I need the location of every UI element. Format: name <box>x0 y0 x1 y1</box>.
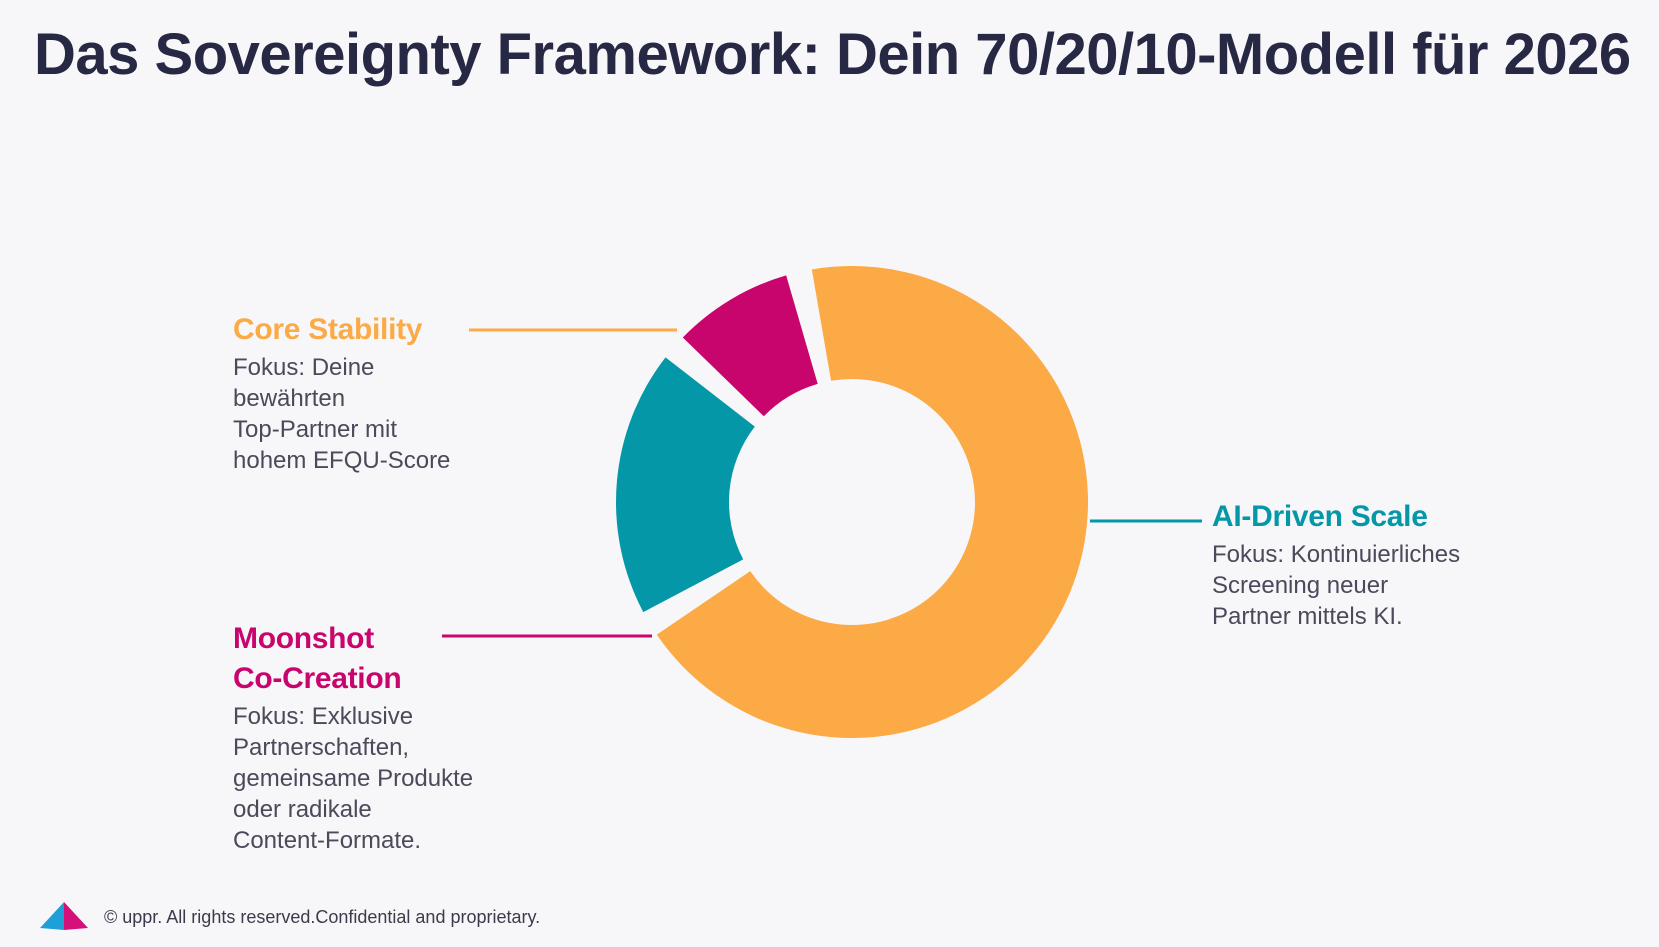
slice-ai-driven-scale <box>616 357 755 613</box>
uppr-logo-icon <box>40 902 88 930</box>
ai-driven-scale-name: AI-Driven Scale <box>1212 500 1428 533</box>
moonshot-name-line-2: Co-Creation <box>233 662 402 695</box>
ai-driven-scale-description: Fokus: Kontinuierliches Screening neuer … <box>1212 541 1461 630</box>
core-stability-description: Fokus: Deine bewährten Top-Partner mit h… <box>233 354 451 474</box>
footer-copyright: © uppr. All rights reserved.Confidential… <box>104 906 541 927</box>
slice-moonshot-co-creation <box>682 275 818 417</box>
core-stability-label: Core Stability Fokus: Deine bewährten To… <box>233 310 533 476</box>
moonshot-label: Moonshot Co-Creation Fokus: Exklusive Pa… <box>233 619 533 856</box>
footer: © uppr. All rights reserved.Confidential… <box>38 900 540 934</box>
moonshot-name-line-1: Moonshot <box>233 622 374 655</box>
ai-driven-scale-label: AI-Driven Scale Fokus: Kontinuierliches … <box>1212 497 1512 632</box>
core-stability-name: Core Stability <box>233 313 423 346</box>
moonshot-description: Fokus: Exklusive Partnerschaften, gemein… <box>233 703 474 854</box>
page-title: Das Sovereignty Framework: Dein 70/20/10… <box>34 22 1631 87</box>
slice-core-stability <box>656 266 1089 738</box>
